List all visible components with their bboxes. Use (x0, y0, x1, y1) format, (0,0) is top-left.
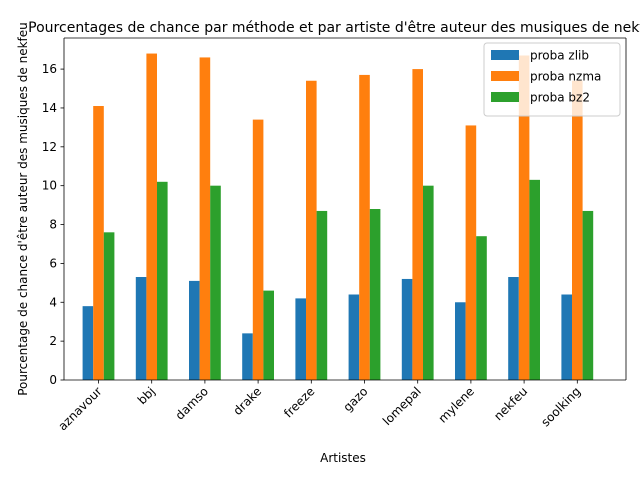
x-tick-label-freeze: freeze (281, 384, 317, 420)
x-ticks: aznavour bbj damso drake freeze gazo lomepal my… (55, 380, 583, 433)
bar-proba-bz2-nekfeu (529, 179, 540, 380)
legend-swatch-proba-bz2 (491, 92, 519, 102)
bar-proba-zlib-lomepal (401, 278, 413, 380)
bar-proba-zlib-gazo (348, 294, 360, 380)
bar-proba-nzma-lomepal (412, 69, 423, 380)
bar-proba-bz2-bbj (157, 181, 168, 380)
bar-proba-bz2-freeze (316, 210, 328, 380)
y-tick-label: 8 (49, 218, 57, 232)
y-tick-label: 16 (42, 62, 57, 76)
bar-proba-bz2-damso (210, 185, 221, 380)
bar-proba-bz2-aznavour (103, 232, 115, 380)
bar-proba-nzma-freeze (306, 80, 317, 380)
x-axis-label: Artistes (320, 451, 366, 465)
bar-proba-zlib-nekfeu (508, 277, 519, 380)
bar-proba-nzma-damso (199, 57, 211, 381)
legend: proba zlib proba nzma proba bz2 (483, 42, 621, 117)
y-tick-label: 10 (42, 179, 57, 193)
y-ticks: 0 2 4 6 8 10 12 14 16 (42, 62, 64, 387)
bar-proba-nzma-nekfeu (518, 55, 530, 381)
bar-proba-zlib-bbj (135, 277, 147, 380)
legend-label-proba-bz2: proba bz2 (530, 91, 590, 105)
bar-proba-zlib-freeze (295, 298, 306, 380)
y-tick-label: 4 (49, 295, 57, 309)
bar-proba-zlib-damso (189, 280, 200, 380)
x-tick-label-soolking: soolking (538, 384, 583, 429)
y-tick-label: 12 (42, 140, 57, 154)
bar-proba-bz2-gazo (369, 209, 381, 380)
y-tick-label: 2 (49, 334, 57, 348)
y-tick-label: 0 (49, 373, 57, 387)
legend-swatch-proba-nzma (491, 71, 519, 81)
bars-layer (82, 53, 594, 381)
x-tick-label-mylene: mylene (436, 384, 477, 425)
bar-proba-nzma-soolking (572, 80, 583, 380)
bar-proba-zlib-drake (242, 333, 253, 380)
legend-label-proba-zlib: proba zlib (530, 49, 589, 63)
y-axis-label: Pourcentage de chance d'être auteur des … (16, 22, 30, 396)
chart-title: Pourcentages de chance par méthode et pa… (28, 20, 640, 36)
bar-proba-bz2-mylene (476, 236, 487, 380)
legend-swatch-proba-zlib (491, 50, 519, 60)
x-tick-label-lomepal: lomepal (380, 384, 424, 428)
bar-proba-nzma-mylene (465, 125, 477, 380)
bar-proba-nzma-bbj (146, 53, 157, 381)
bar-proba-bz2-soolking (582, 210, 594, 380)
x-tick-label-nekfeu: nekfeu (491, 384, 530, 423)
bar-proba-zlib-soolking (561, 294, 572, 380)
bar-proba-zlib-aznavour (82, 306, 94, 380)
bar-proba-nzma-aznavour (93, 106, 104, 380)
y-tick-label: 14 (42, 101, 57, 115)
x-tick-label-damso: damso (173, 384, 211, 422)
bar-proba-nzma-gazo (359, 74, 370, 381)
x-tick-label-drake: drake (230, 384, 264, 418)
y-tick-label: 6 (49, 256, 57, 270)
x-tick-label-bbj: bbj (135, 384, 158, 407)
bar-proba-nzma-drake (252, 119, 264, 381)
legend-label-proba-nzma: proba nzma (530, 70, 601, 84)
axes-frame (63, 37, 627, 381)
bar-proba-bz2-lomepal (423, 185, 434, 380)
bar-proba-zlib-mylene (455, 302, 466, 380)
x-tick-label-gazo: gazo (340, 384, 370, 414)
bar-proba-bz2-drake (263, 290, 274, 380)
x-tick-label-aznavour: aznavour (55, 384, 104, 433)
